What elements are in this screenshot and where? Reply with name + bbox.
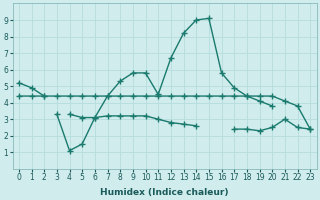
X-axis label: Humidex (Indice chaleur): Humidex (Indice chaleur)	[100, 188, 229, 197]
